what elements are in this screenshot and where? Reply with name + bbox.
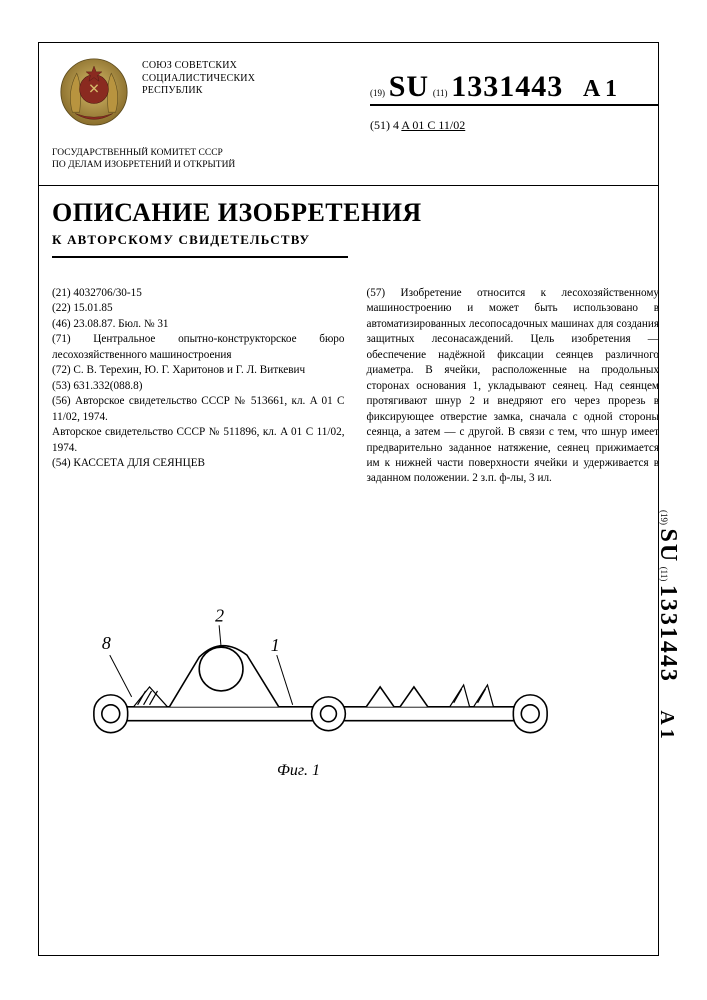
doc-subtitle: К АВТОРСКОМУ СВИДЕТЕЛЬСТВУ xyxy=(52,232,422,248)
committee-line-2: ПО ДЕЛАМ ИЗОБРЕТЕНИЙ И ОТКРЫТИЙ xyxy=(52,160,235,172)
figure-caption: Фиг. 1 xyxy=(0,762,597,780)
inid-54: (54) КАССЕТА ДЛЯ СЕЯНЦЕВ xyxy=(52,456,345,471)
inid-21: (21) 4032706/30-15 xyxy=(52,286,345,301)
fig-label-2: 2 xyxy=(215,605,224,625)
ipc-code: A 01 C 11/02 xyxy=(401,118,465,132)
kind-code: A 1 xyxy=(583,76,617,102)
title-block: ОПИСАНИЕ ИЗОБРЕТЕНИЯ К АВТОРСКОМУ СВИДЕТ… xyxy=(52,198,422,248)
fig-label-1: 1 xyxy=(271,635,280,655)
ussr-emblem xyxy=(58,56,130,128)
inid-46: (46) 23.08.87. Бюл. № 31 xyxy=(52,317,345,332)
doc-title: ОПИСАНИЕ ИЗОБРЕТЕНИЯ xyxy=(52,198,422,228)
spine-kind: A 1 xyxy=(656,710,678,738)
inid-19: (19) xyxy=(370,88,385,98)
ipc-prefix: (51) 4 xyxy=(370,118,399,132)
fig-label-8: 8 xyxy=(102,633,111,653)
inid-71: (71) Центральное опытно-конструкторское … xyxy=(52,332,345,363)
committee-line-1: ГОСУДАРСТВЕННЫЙ КОМИТЕТ СССР xyxy=(52,148,235,160)
header-rule xyxy=(39,185,658,186)
spine-country: SU xyxy=(655,529,681,564)
committee: ГОСУДАРСТВЕННЫЙ КОМИТЕТ СССР ПО ДЕЛАМ ИЗ… xyxy=(52,148,235,172)
doc-number: 1331443 xyxy=(451,70,563,103)
inid-57: (57) Изобретение относится к лесохозяйст… xyxy=(367,286,660,487)
inid-72: (72) С. В. Терехин, Ю. Г. Харитонов и Г.… xyxy=(52,363,345,378)
spine-inid-11: (11) xyxy=(659,567,669,582)
bibliographic-block: (21) 4032706/30-15 (22) 15.01.85 (46) 23… xyxy=(52,286,659,487)
page-frame xyxy=(38,42,659,956)
spine-pubno: (19) SU (11) 1331443 A 1 xyxy=(657,510,687,890)
issuer: СОЮЗ СОВЕТСКИХ СОЦИАЛИСТИЧЕСКИХ РЕСПУБЛИ… xyxy=(142,60,255,98)
inid-53: (53) 631.332(088.8) xyxy=(52,379,345,394)
figure-1: 8 2 1 xyxy=(72,590,569,760)
inid-22: (22) 15.01.85 xyxy=(52,301,345,316)
pubno-underline xyxy=(370,104,658,106)
inid-56-b: Авторское свидетельство СССР № 511896, к… xyxy=(52,425,345,456)
spine-inid-19: (19) xyxy=(659,510,669,525)
issuer-line-2: СОЦИАЛИСТИЧЕСКИХ xyxy=(142,73,255,86)
spine-number: 1331443 xyxy=(655,585,681,683)
ipc-classification: (51) 4 A 01 C 11/02 xyxy=(370,118,465,133)
publication-number: (19) SU (11) 1331443 A 1 xyxy=(370,70,617,104)
inid-56-a: (56) Авторское свидетельство СССР № 5136… xyxy=(52,394,345,425)
title-rule xyxy=(52,256,348,258)
country-code: SU xyxy=(389,70,429,103)
inid-11: (11) xyxy=(433,88,448,98)
issuer-line-3: РЕСПУБЛИК xyxy=(142,85,255,98)
issuer-line-1: СОЮЗ СОВЕТСКИХ xyxy=(142,60,255,73)
